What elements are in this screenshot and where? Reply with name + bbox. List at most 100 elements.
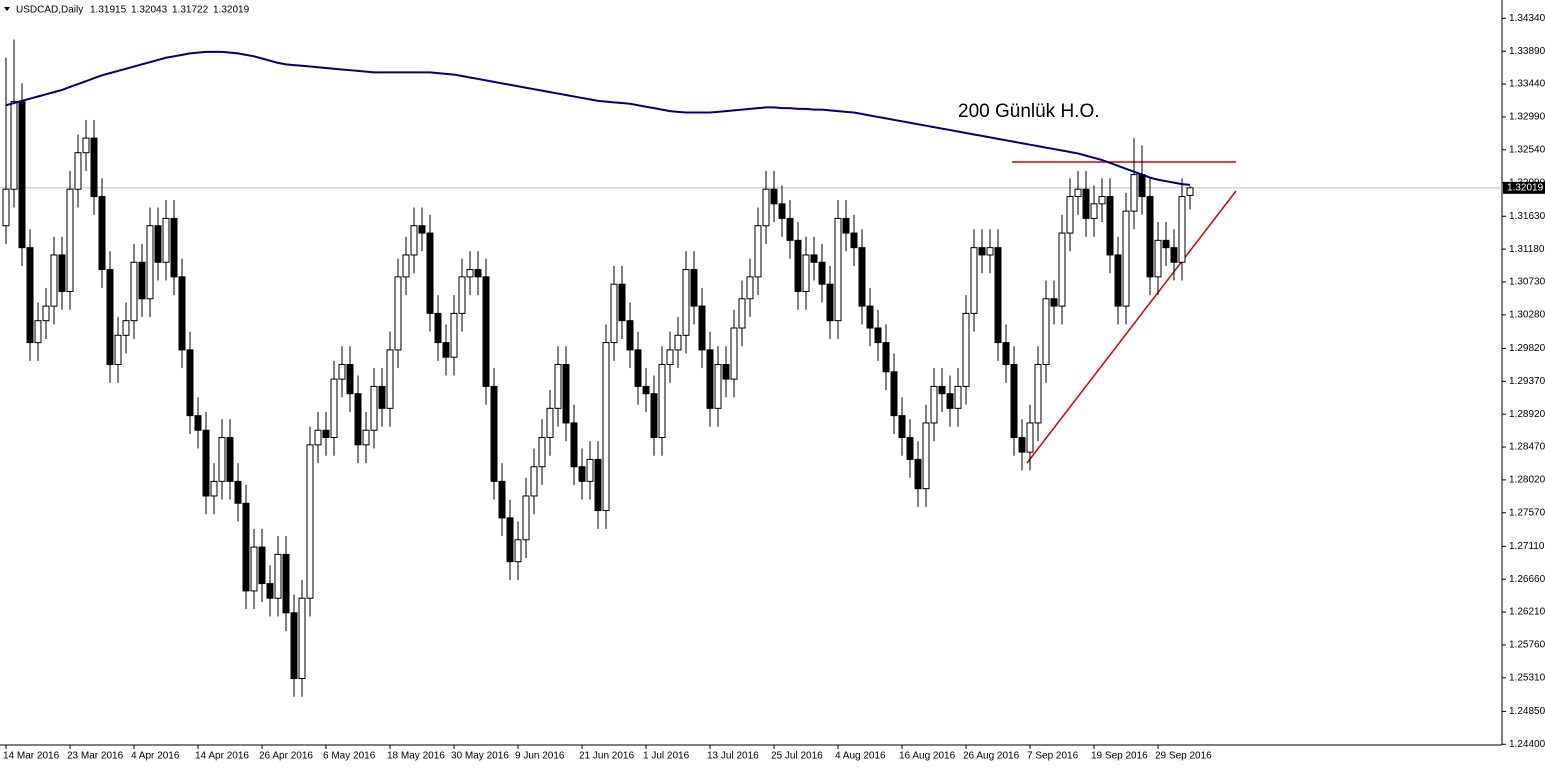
candle-body xyxy=(898,415,906,439)
x-tick-label: 7 Sep 2016 xyxy=(1027,751,1079,762)
candle-body xyxy=(218,437,226,482)
candle-body xyxy=(434,312,442,344)
candle-body xyxy=(530,466,538,497)
support-trendline xyxy=(1026,190,1237,464)
candle-body xyxy=(1154,239,1162,278)
candle-body xyxy=(154,225,162,263)
candle-body xyxy=(1026,422,1034,453)
candle-body xyxy=(1082,188,1090,219)
candle-body xyxy=(890,371,898,417)
x-tick-label: 25 Jul 2016 xyxy=(771,751,823,762)
y-tick-label: 1.29820 xyxy=(1509,343,1545,354)
candle-body xyxy=(234,480,242,504)
candle-body xyxy=(634,349,642,387)
candle-body xyxy=(146,225,154,300)
x-tick-label: 23 Mar 2016 xyxy=(67,751,124,762)
candle-body xyxy=(226,437,234,482)
x-tick-label: 13 Jul 2016 xyxy=(707,751,759,762)
candle-body xyxy=(466,269,474,278)
y-tick-label: 1.32990 xyxy=(1509,112,1545,123)
candle-body xyxy=(482,276,490,387)
candle-body xyxy=(386,349,394,409)
candle-body xyxy=(306,444,314,599)
y-tick-label: 1.30280 xyxy=(1509,309,1545,320)
candle-body xyxy=(1122,210,1130,307)
candle-body xyxy=(490,385,498,482)
x-tick-label: 29 Sep 2016 xyxy=(1155,751,1212,762)
candle-body xyxy=(194,415,202,431)
candle-body xyxy=(66,188,74,292)
candle-body xyxy=(354,393,362,446)
candle-body xyxy=(242,502,250,592)
candle-body xyxy=(626,320,634,351)
candle-body xyxy=(1162,239,1170,249)
candle-body xyxy=(330,378,338,439)
candle-body xyxy=(98,196,106,271)
candle-body xyxy=(850,232,858,249)
candle-body xyxy=(1146,196,1154,278)
candle-body xyxy=(410,225,418,256)
candle-body xyxy=(314,429,322,446)
candle-body xyxy=(298,597,306,680)
current-price-box xyxy=(1503,181,1545,194)
candle-body xyxy=(258,546,266,585)
candle-body xyxy=(1042,298,1050,366)
candle-body xyxy=(402,254,410,278)
candle-body xyxy=(698,305,706,351)
y-tick-label: 1.30730 xyxy=(1509,277,1545,288)
candle-body xyxy=(962,312,970,387)
candle-body xyxy=(754,225,762,278)
y-tick-label: 1.33440 xyxy=(1509,79,1545,90)
x-tick-label: 26 Apr 2016 xyxy=(259,751,313,762)
candle-body xyxy=(346,364,354,395)
candle-body xyxy=(186,349,194,417)
candle-body xyxy=(922,422,930,490)
candle-body xyxy=(690,269,698,307)
candle-body xyxy=(58,254,66,292)
candle-body xyxy=(202,429,210,497)
candle-body xyxy=(770,188,778,205)
candle-body xyxy=(658,364,666,439)
candle-body xyxy=(834,217,842,322)
candle-body xyxy=(650,393,658,439)
candle-body xyxy=(730,327,738,380)
y-tick-label: 1.28020 xyxy=(1509,475,1545,486)
x-tick-label: 21 Jun 2016 xyxy=(579,751,634,762)
y-tick-label: 1.31630 xyxy=(1509,211,1545,222)
candle-body xyxy=(266,583,274,599)
candle-body xyxy=(18,101,26,249)
x-tick-label: 9 Jun 2016 xyxy=(515,751,565,762)
menu-arrow[interactable] xyxy=(4,7,10,11)
candle-body xyxy=(586,458,594,482)
candle-body xyxy=(938,385,946,395)
candle-body xyxy=(74,152,82,190)
candle-body xyxy=(682,269,690,336)
x-tick-label: 6 May 2016 xyxy=(323,751,376,762)
candle-body xyxy=(722,364,730,380)
candle-body xyxy=(986,247,994,256)
candle-body xyxy=(34,320,42,344)
candle-body xyxy=(954,385,962,409)
x-tick-label: 18 May 2016 xyxy=(387,751,445,762)
candle-body xyxy=(378,385,386,409)
candle-body xyxy=(1114,254,1122,307)
candle-body xyxy=(130,261,138,322)
x-tick-label: 26 Aug 2016 xyxy=(963,751,1020,762)
candle-body xyxy=(554,364,562,409)
y-tick-label: 1.26210 xyxy=(1509,607,1545,618)
candle-body xyxy=(362,429,370,446)
candle-body xyxy=(1098,196,1106,205)
candle-body xyxy=(826,283,834,322)
candle-body xyxy=(738,298,746,329)
current-price-label: 1.32019 xyxy=(1507,182,1544,193)
candle-body xyxy=(418,225,426,234)
candle-body xyxy=(338,364,346,380)
candle-body xyxy=(1010,364,1018,439)
x-tick-label: 4 Aug 2016 xyxy=(835,751,886,762)
candle-body xyxy=(762,188,770,227)
x-tick-label: 1 Jul 2016 xyxy=(643,751,690,762)
candle-body xyxy=(1130,174,1138,212)
candle-body xyxy=(674,334,682,351)
